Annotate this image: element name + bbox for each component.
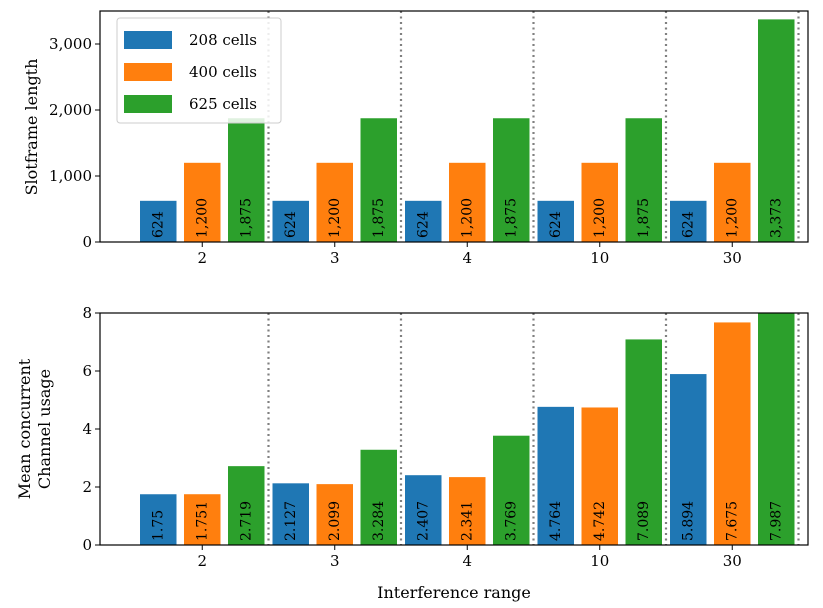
bar-208-cells-10 <box>537 406 574 545</box>
bar-400-cells-2 <box>184 494 221 545</box>
bar-400-cells-30 <box>714 162 751 242</box>
legend-label: 208 cells <box>189 31 257 49</box>
bar-value-label: 1,200 <box>194 198 210 238</box>
bar-value-label: 1,875 <box>238 198 254 238</box>
y-axis-label: Slotframe length <box>22 59 41 196</box>
bar-400-cells-2 <box>184 162 221 242</box>
bar-value-label: 1,200 <box>724 198 740 238</box>
x-tick-label: 4 <box>462 552 472 570</box>
bar-value-label: 2.407 <box>415 501 431 541</box>
bar-625-cells-10 <box>625 118 662 242</box>
bar-value-label: 1,200 <box>327 198 343 238</box>
legend-label: 400 cells <box>189 63 257 81</box>
bar-value-label: 1.75 <box>150 510 166 541</box>
bar-value-label: 624 <box>283 211 299 238</box>
bar-625-cells-4 <box>493 118 530 242</box>
bar-400-cells-10 <box>581 407 618 545</box>
bar-value-label: 1,200 <box>459 198 475 238</box>
y-tick-label: 1,000 <box>49 167 92 185</box>
bar-value-label: 7.987 <box>768 501 784 541</box>
bar-208-cells-30 <box>670 374 707 545</box>
bar-208-cells-2 <box>140 494 177 545</box>
bar-400-cells-3 <box>316 484 353 545</box>
y-axis-label-line: Channel usage <box>35 369 54 489</box>
bar-value-label: 2.127 <box>283 501 299 541</box>
bar-value-label: 5.894 <box>680 501 696 541</box>
bar-400-cells-30 <box>714 322 751 545</box>
bar-value-label: 3.769 <box>503 501 519 541</box>
bar-value-label: 2.099 <box>327 501 343 541</box>
x-tick-label: 2 <box>197 249 207 267</box>
y-tick-label: 0 <box>82 233 92 251</box>
y-tick-label: 0 <box>82 536 92 554</box>
bar-value-label: 2.341 <box>459 501 475 541</box>
bar-value-label: 624 <box>680 211 696 238</box>
bar-208-cells-3 <box>272 483 309 545</box>
axes-frame <box>99 10 809 243</box>
bar-400-cells-4 <box>449 477 486 545</box>
bar-625-cells-10 <box>625 339 662 545</box>
bar-625-cells-2 <box>228 466 265 545</box>
legend-swatch <box>124 63 172 81</box>
bar-625-cells-30 <box>758 313 795 545</box>
bar-value-label: 4.764 <box>548 501 564 541</box>
bar-400-cells-3 <box>316 162 353 242</box>
y-tick-label: 8 <box>82 304 92 322</box>
bar-value-label: 3.284 <box>371 501 387 541</box>
y-tick-label: 3,000 <box>49 35 92 53</box>
bar-value-label: 1,875 <box>371 198 387 238</box>
bar-400-cells-10 <box>581 162 618 242</box>
x-tick-label: 30 <box>723 552 742 570</box>
bar-value-label: 1.751 <box>194 501 210 541</box>
x-tick-label: 10 <box>590 249 609 267</box>
bar-208-cells-10 <box>537 200 574 242</box>
bar-625-cells-30 <box>758 19 795 242</box>
x-tick-label: 10 <box>590 552 609 570</box>
bar-value-label: 1,200 <box>592 198 608 238</box>
x-tick-label: 3 <box>330 249 340 267</box>
bar-value-label: 3,373 <box>768 198 784 238</box>
x-tick-label: 30 <box>723 249 742 267</box>
bar-625-cells-3 <box>360 118 397 242</box>
bar-value-label: 624 <box>150 211 166 238</box>
bar-625-cells-3 <box>360 449 397 545</box>
legend-swatch <box>124 95 172 113</box>
y-tick-label: 2,000 <box>49 101 92 119</box>
legend-swatch <box>124 31 172 49</box>
y-axis-label-line: Mean concurrent <box>15 358 34 499</box>
bar-208-cells-4 <box>405 200 442 242</box>
y-tick-label: 2 <box>82 478 92 496</box>
y-tick-label: 6 <box>82 362 92 380</box>
bar-value-label: 624 <box>548 211 564 238</box>
bar-value-label: 7.675 <box>724 501 740 541</box>
bar-value-label: 2.719 <box>238 501 254 541</box>
bar-625-cells-2 <box>228 118 265 242</box>
legend-label: 625 cells <box>189 95 257 113</box>
x-tick-label: 4 <box>462 249 472 267</box>
bar-400-cells-4 <box>449 162 486 242</box>
bar-value-label: 7.089 <box>636 501 652 541</box>
bar-208-cells-2 <box>140 200 177 242</box>
y-tick-label: 4 <box>82 420 92 438</box>
bar-208-cells-30 <box>670 200 707 242</box>
bar-value-label: 4.742 <box>592 501 608 541</box>
bar-625-cells-4 <box>493 435 530 545</box>
bar-value-label: 1,875 <box>503 198 519 238</box>
x-tick-label: 2 <box>197 552 207 570</box>
bar-value-label: 1,875 <box>636 198 652 238</box>
bar-208-cells-4 <box>405 475 442 545</box>
x-axis-label: Interference range <box>377 583 531 602</box>
x-tick-label: 3 <box>330 552 340 570</box>
bar-208-cells-3 <box>272 200 309 242</box>
bar-value-label: 624 <box>415 211 431 238</box>
